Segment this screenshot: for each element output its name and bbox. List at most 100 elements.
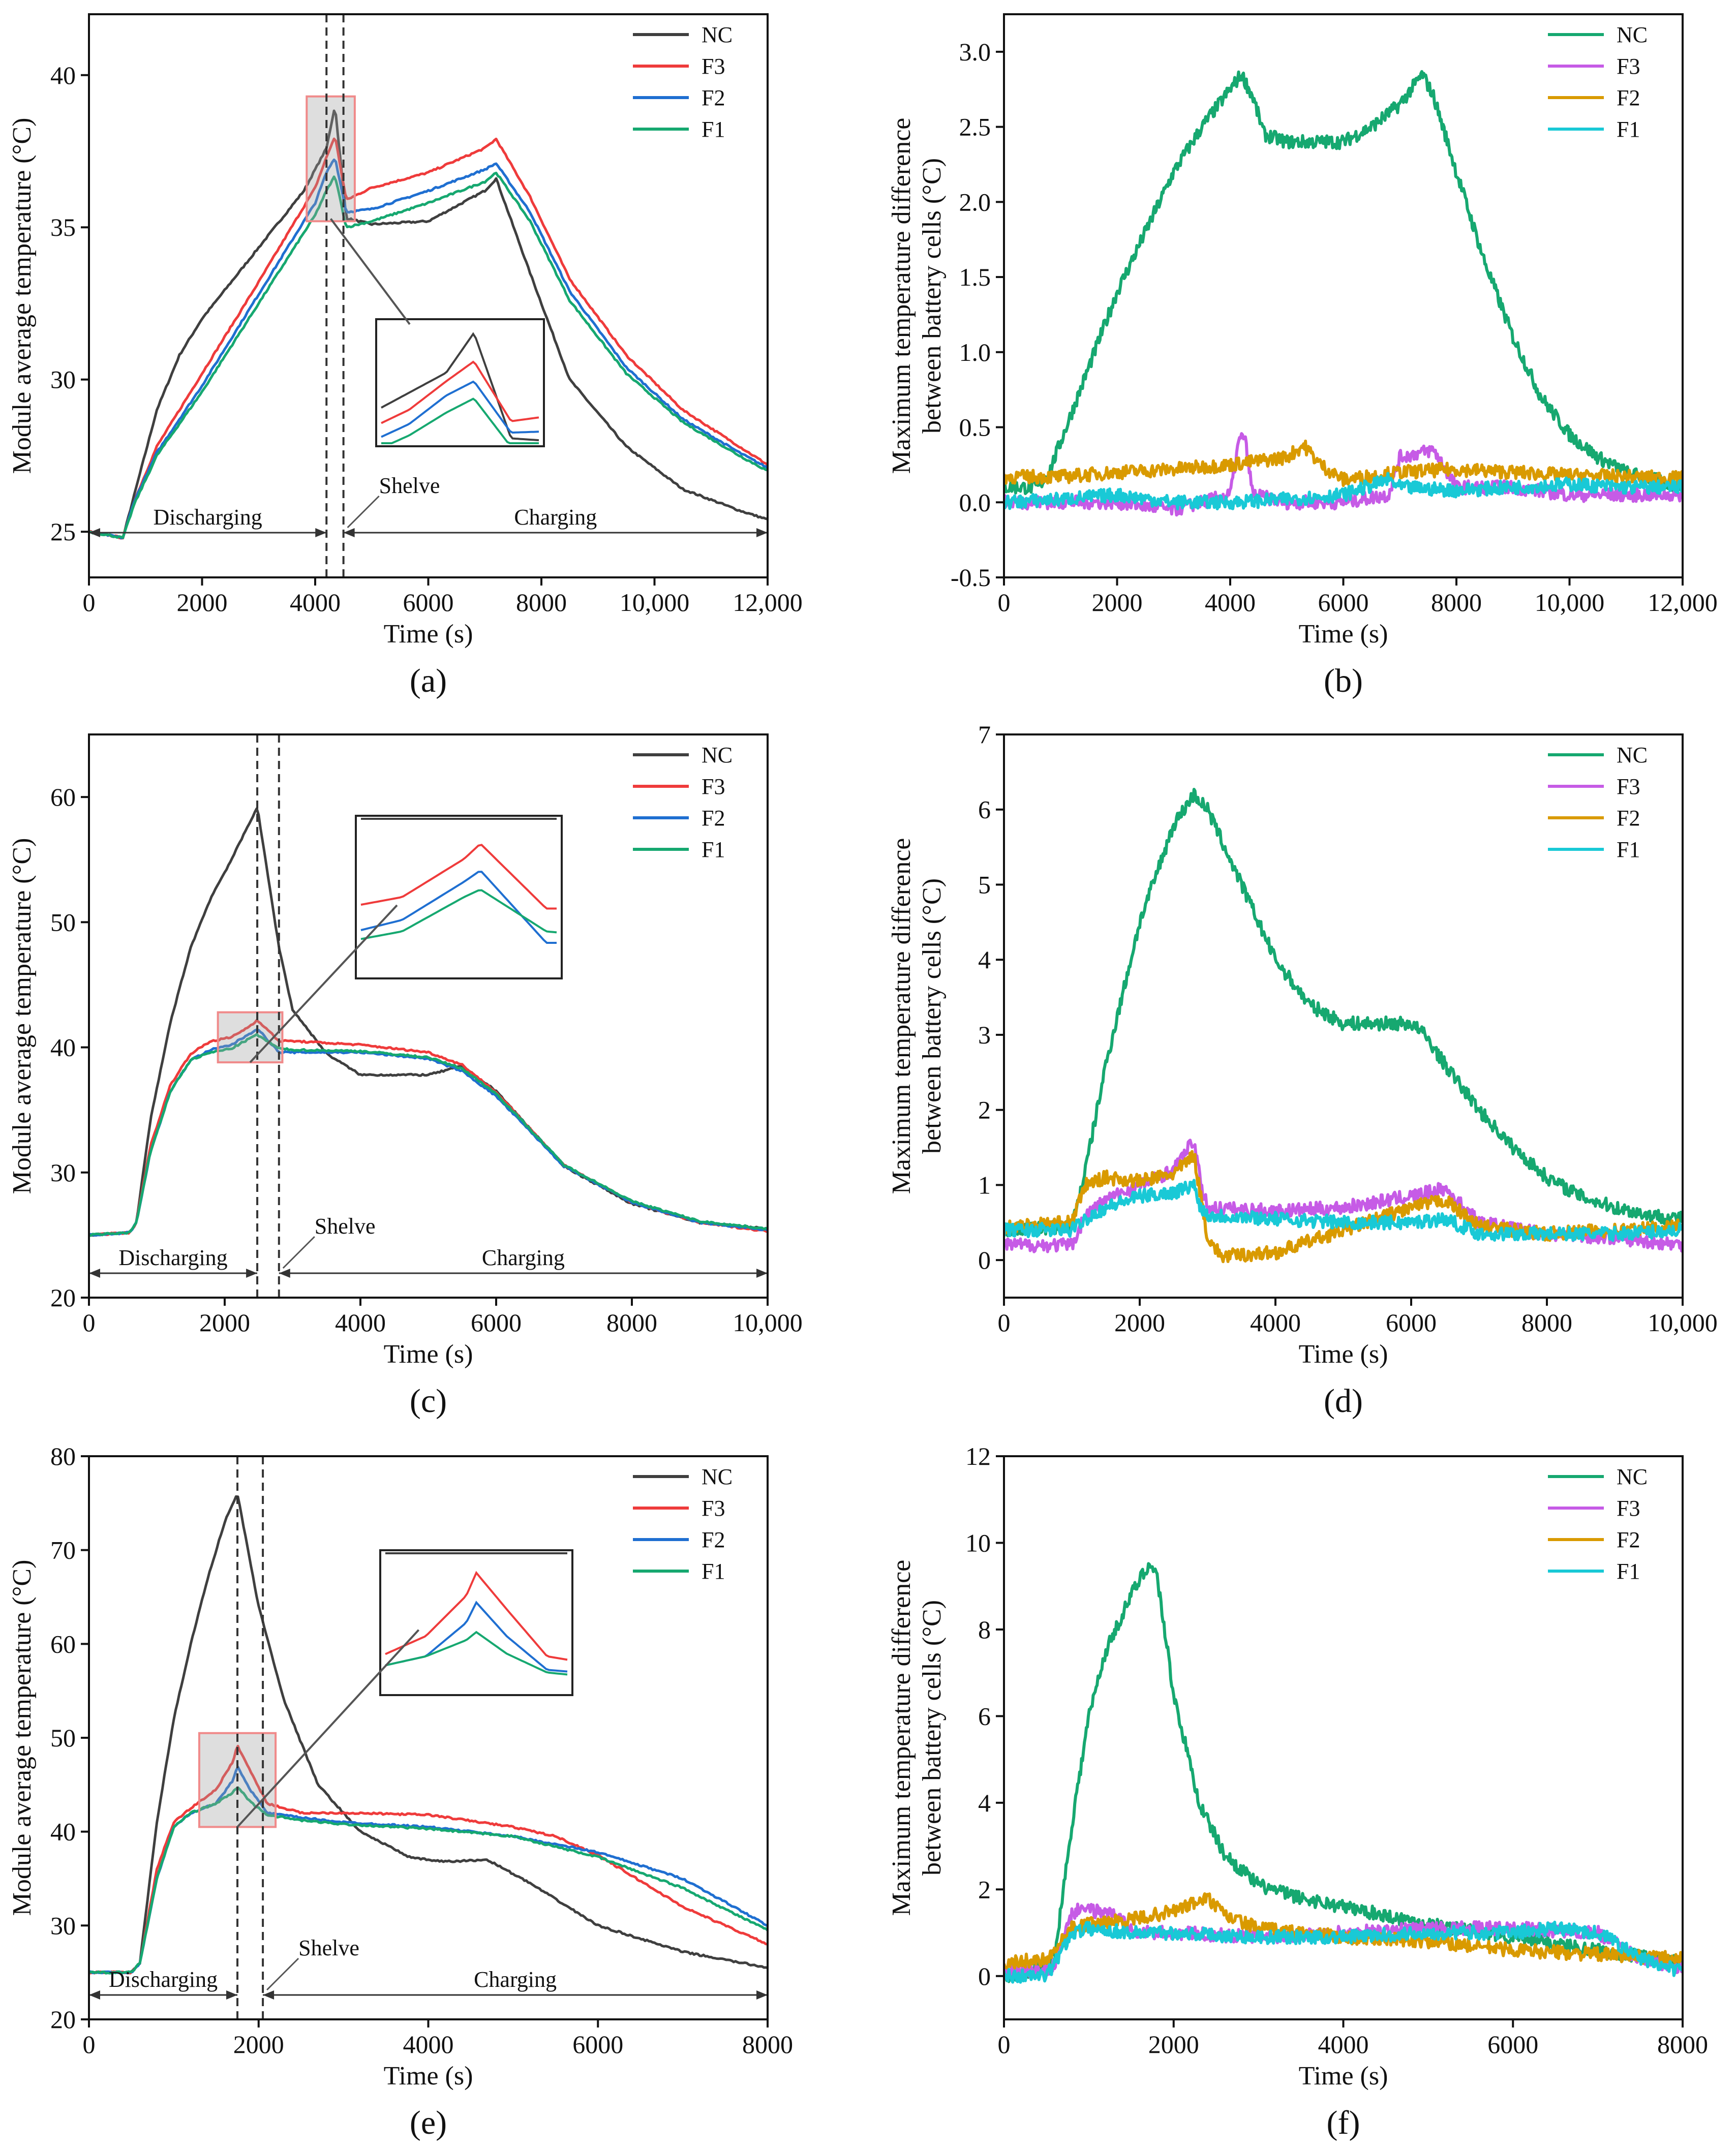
series-line-f2: [1004, 439, 1683, 487]
legend-label-f3: F3: [1617, 54, 1640, 79]
chart-panel-e: Discharging Charging Shelve 0 2000 4000 6000 80…: [8, 1442, 793, 2141]
y-tick-label: 0: [978, 1962, 991, 1990]
zoom-highlight-box: [306, 95, 356, 223]
y-tick-label: 40: [50, 1033, 76, 1062]
y-tick-label: 6: [978, 1702, 991, 1730]
chart-panel-b: 0 2000 4000 6000 8000 10,000 12,000 -0.5 0.0 0.5 1…: [887, 13, 1718, 699]
inset-line-nc: [381, 332, 539, 442]
series-group: [89, 1495, 768, 1975]
series-line-f1: [89, 1786, 768, 1975]
y-tick-label: 8: [978, 1615, 991, 1644]
y-tick-label: 70: [50, 1536, 76, 1564]
inset-line-f3: [381, 360, 539, 424]
x-tick-label: 4000: [403, 2030, 454, 2059]
series-group: [89, 109, 768, 540]
series-line-f3: [89, 1019, 768, 1237]
inset-line-f1: [360, 889, 557, 940]
charging-arrow-head-right: [756, 1990, 768, 2000]
x-tick-label: 2000: [199, 1308, 250, 1337]
plot-frame: [1003, 733, 1684, 1299]
x-axis-title: Time (s): [1299, 620, 1388, 649]
discharging-arrow-head-right: [226, 1990, 238, 2000]
series-line-f1: [1004, 1179, 1683, 1242]
panel-label: (b): [1324, 662, 1363, 699]
discharging-arrow-head-left: [89, 1269, 100, 1278]
y-tick-label: 50: [50, 1724, 76, 1752]
chart-panel-a: Discharging Charging Shelve 0 2000 4000 6000 80…: [8, 13, 803, 699]
x-axis-title: Time (s): [1299, 2062, 1388, 2091]
series-line-f2: [89, 1766, 768, 1975]
discharging-arrow-head-left: [89, 528, 100, 537]
y-axis-title: Maximum temperature difference: [887, 1560, 916, 1916]
series-group: [1004, 788, 1683, 1264]
y-tick-label: 25: [50, 517, 76, 546]
legend-label-f2: F2: [1617, 1527, 1640, 1552]
legend-label-nc: NC: [702, 22, 733, 47]
shelve-pointer: [347, 495, 380, 529]
charging-arrow-head-left: [263, 1990, 275, 2000]
discharging-label: Discharging: [109, 1967, 218, 1992]
y-tick-label: -0.5: [951, 563, 991, 592]
y-tick-label: 0.0: [959, 488, 991, 516]
zoom-inset-box: [375, 318, 545, 447]
y-tick-label: 30: [50, 1158, 76, 1187]
legend-label-f3: F3: [702, 774, 725, 799]
y-axis-title-line2: between battery cells (°C): [918, 1600, 947, 1876]
chart-panel-f: 0 2000 4000 6000 8000 0 2 4 6 8 10 12 Time (s) Maximu…: [887, 1442, 1708, 2141]
y-tick-label: 40: [50, 61, 76, 89]
x-tick-label: 8000: [606, 1308, 657, 1337]
legend-label-nc: NC: [702, 743, 733, 767]
charging-arrow-head-left: [343, 528, 355, 537]
legend-label-f3: F3: [702, 1496, 725, 1521]
legend-label-f2: F2: [702, 806, 725, 831]
x-tick-label: 6000: [1386, 1308, 1437, 1337]
x-tick-label: 6000: [1318, 588, 1369, 617]
discharging-arrow-head-right: [246, 1269, 258, 1278]
inset-line-f2: [381, 380, 539, 438]
charging-label: Charging: [482, 1245, 565, 1270]
charging-arrow-head-right: [756, 528, 768, 537]
x-tick-label: 10,000: [1648, 1308, 1718, 1337]
y-axis-title: Maximum temperature difference: [887, 118, 916, 474]
legend-label-f2: F2: [702, 1527, 725, 1552]
x-axis-title: Time (s): [1299, 1340, 1388, 1369]
plot-frame: [88, 733, 769, 1299]
x-tick-label: 4000: [335, 1308, 386, 1337]
x-tick-label: 0: [998, 588, 1011, 617]
x-tick-label: 2000: [1148, 2030, 1199, 2059]
legend-label-f3: F3: [1617, 1496, 1640, 1521]
y-tick-label: 30: [50, 365, 76, 394]
y-tick-label: 1.0: [959, 338, 991, 366]
x-tick-label: 10,000: [1535, 588, 1605, 617]
x-axis-title: Time (s): [384, 2062, 473, 2091]
x-tick-label: 8000: [1657, 2030, 1708, 2059]
y-tick-label: 2.5: [959, 113, 991, 141]
x-tick-label: 0: [83, 2030, 96, 2059]
shelve-label: Shelve: [298, 1936, 359, 1960]
x-tick-label: 8000: [742, 2030, 793, 2059]
series-line-nc: [89, 1495, 768, 1975]
y-tick-label: 7: [978, 720, 991, 749]
y-tick-label: 3.0: [959, 38, 991, 66]
series-line-f1: [1004, 472, 1683, 511]
series-line-f1: [89, 171, 768, 539]
y-tick-label: 60: [50, 1630, 76, 1658]
series-line-f3: [89, 137, 768, 540]
x-tick-label: 0: [998, 1308, 1011, 1337]
y-tick-label: 20: [50, 2005, 76, 2034]
discharging-label: Discharging: [118, 1245, 227, 1270]
x-tick-label: 2000: [177, 588, 228, 617]
discharging-arrow-head-left: [89, 1990, 100, 2000]
y-tick-label: 2.0: [959, 188, 991, 216]
x-tick-label: 0: [83, 588, 96, 617]
legend-label-f2: F2: [1617, 85, 1640, 110]
legend-label-nc: NC: [1617, 743, 1648, 767]
series-line-nc: [1004, 788, 1683, 1238]
zoom-inset-curves: [385, 1552, 568, 1676]
x-axis-title: Time (s): [384, 1340, 473, 1369]
panel-label: (a): [410, 662, 447, 699]
y-tick-label: 0.5: [959, 413, 991, 442]
series-line-f1: [89, 1033, 768, 1237]
discharging-arrow-head-right: [315, 528, 327, 537]
